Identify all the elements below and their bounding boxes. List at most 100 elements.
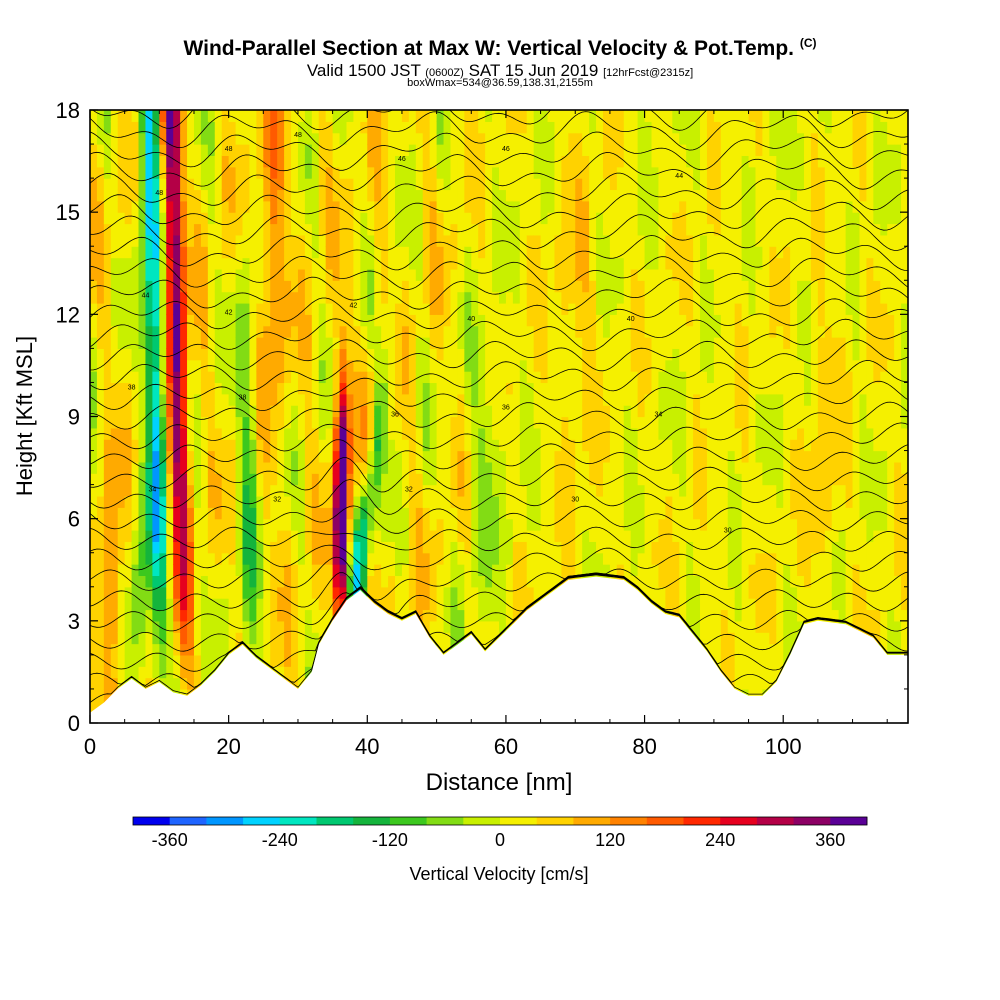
velocity-cell xyxy=(547,359,556,372)
velocity-cell xyxy=(790,632,798,645)
velocity-cell xyxy=(637,405,646,418)
velocity-cell xyxy=(284,166,292,179)
velocity-cell xyxy=(485,234,493,247)
velocity-cell xyxy=(277,643,285,656)
velocity-cell xyxy=(630,382,639,395)
velocity-cell xyxy=(284,620,292,633)
velocity-cell xyxy=(228,393,237,406)
velocity-cell xyxy=(741,677,750,690)
velocity-cell xyxy=(769,530,777,542)
velocity-cell xyxy=(651,382,660,395)
velocity-cell xyxy=(207,586,216,599)
velocity-cell xyxy=(277,291,285,304)
velocity-cell xyxy=(519,121,528,134)
velocity-cell xyxy=(332,166,341,179)
velocity-cell xyxy=(596,291,604,304)
velocity-cell xyxy=(464,575,472,588)
velocity-cell xyxy=(679,178,687,191)
velocity-cell xyxy=(325,564,334,577)
velocity-cell xyxy=(339,200,348,213)
velocity-cell xyxy=(145,200,153,213)
velocity-cell xyxy=(679,189,687,202)
velocity-cell xyxy=(478,246,486,259)
velocity-cell xyxy=(505,212,514,225)
velocity-cell xyxy=(388,495,396,508)
velocity-cell xyxy=(200,359,209,372)
velocity-cell xyxy=(762,166,770,179)
velocity-cell xyxy=(221,620,230,633)
velocity-cell xyxy=(727,144,736,157)
velocity-cell xyxy=(769,382,777,395)
velocity-cell xyxy=(422,121,431,134)
velocity-cell xyxy=(464,359,472,372)
velocity-cell xyxy=(609,416,618,429)
velocity-cell xyxy=(554,348,562,361)
velocity-cell xyxy=(602,495,611,508)
velocity-cell xyxy=(706,552,715,565)
velocity-cell xyxy=(540,337,549,349)
velocity-cell xyxy=(325,598,334,611)
velocity-cell xyxy=(644,530,653,542)
velocity-cell xyxy=(443,178,452,191)
velocity-cell xyxy=(429,155,438,168)
velocity-cell xyxy=(422,144,431,157)
velocity-cell xyxy=(284,178,292,191)
velocity-cell xyxy=(429,450,438,463)
velocity-cell xyxy=(235,530,244,542)
velocity-cell xyxy=(457,495,465,508)
velocity-cell xyxy=(575,189,583,202)
velocity-cell xyxy=(152,620,160,633)
velocity-cell xyxy=(526,359,535,372)
velocity-cell xyxy=(672,450,680,463)
velocity-cell xyxy=(311,257,320,270)
velocity-cell xyxy=(235,598,244,611)
velocity-cell xyxy=(734,643,743,656)
velocity-cell xyxy=(499,405,507,418)
velocity-cell xyxy=(776,110,784,122)
velocity-cell xyxy=(679,393,687,406)
velocity-cell xyxy=(110,200,119,213)
velocity-cell xyxy=(422,530,431,542)
velocity-cell xyxy=(291,121,299,134)
velocity-cell xyxy=(700,166,708,179)
velocity-cell xyxy=(200,348,209,361)
velocity-cell xyxy=(187,495,195,508)
velocity-cell xyxy=(193,632,202,645)
velocity-cell xyxy=(686,484,694,497)
velocity-cell xyxy=(790,416,798,429)
velocity-cell xyxy=(270,484,278,497)
velocity-cell xyxy=(790,495,798,508)
velocity-cell xyxy=(512,291,521,304)
velocity-cell xyxy=(651,427,660,440)
velocity-cell xyxy=(464,178,472,191)
velocity-cell xyxy=(679,144,687,157)
velocity-cell xyxy=(540,427,549,440)
velocity-cell xyxy=(519,291,528,304)
velocity-cell xyxy=(304,144,313,157)
velocity-cell xyxy=(152,268,160,281)
velocity-cell xyxy=(90,564,98,577)
velocity-cell xyxy=(166,439,174,452)
velocity-cell xyxy=(325,234,334,247)
velocity-cell xyxy=(783,166,791,179)
velocity-cell xyxy=(741,268,750,281)
velocity-cell xyxy=(214,439,223,452)
velocity-cell xyxy=(152,632,160,645)
velocity-cell xyxy=(762,507,770,520)
velocity-cell xyxy=(304,110,313,122)
velocity-cell xyxy=(124,166,133,179)
velocity-cell xyxy=(284,359,292,372)
velocity-cell xyxy=(159,439,167,452)
velocity-cell xyxy=(478,495,486,508)
velocity-cell xyxy=(318,484,327,497)
velocity-cell xyxy=(540,473,549,486)
velocity-cell xyxy=(762,212,770,225)
velocity-cell xyxy=(381,166,389,179)
velocity-cell xyxy=(596,382,604,395)
velocity-cell xyxy=(485,495,493,508)
velocity-cell xyxy=(277,473,285,486)
velocity-cell xyxy=(519,257,528,270)
velocity-cell xyxy=(762,325,770,338)
velocity-cell xyxy=(263,552,271,565)
velocity-cell xyxy=(395,348,403,361)
